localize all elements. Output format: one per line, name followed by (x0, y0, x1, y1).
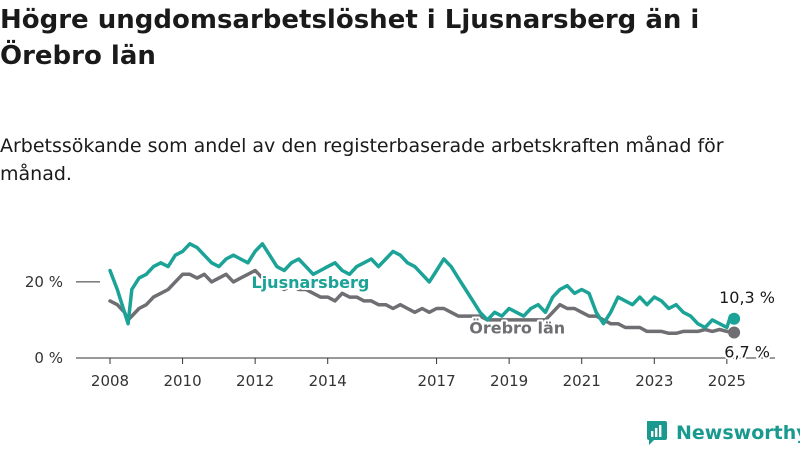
x-tick-label: 2021 (563, 372, 601, 390)
x-tick-label: 2010 (163, 372, 201, 390)
series-line-orebro-lan (108, 268, 736, 336)
chart-title: Högre ungdomsarbetslöshet i Ljusnarsberg… (0, 5, 700, 71)
series-label-orebro-lan: Örebro län (469, 319, 565, 338)
axes: 0 % 20 % 2008 2010 2012 2014 2017 2019 2021 2023 2… (25, 273, 775, 390)
end-point-ljusnarsberg (728, 312, 741, 325)
y-tick-label: 20 % (25, 273, 63, 291)
end-value-ljusnarsberg: 10,3 % (719, 288, 775, 307)
x-tick-label: 2025 (708, 372, 746, 390)
series-lines (108, 242, 741, 339)
x-tick-label: 2008 (91, 372, 129, 390)
chart-labels: Ljusnarsberg Örebro län 10,3 % 6,7 % (250, 271, 777, 364)
brand-logo: Newsworthy (645, 418, 800, 448)
x-tick-label: 2017 (417, 372, 455, 390)
x-tick-label: 2023 (635, 372, 673, 390)
chart-subtitle: Arbetssökande som andel av den registerb… (0, 135, 724, 185)
x-tick-label: 2012 (236, 372, 274, 390)
series-line-ljusnarsberg (108, 242, 736, 330)
series-label-ljusnarsberg: Ljusnarsberg (252, 273, 370, 292)
x-tick-label: 2014 (309, 372, 347, 390)
end-value-orebro-lan: 6,7 % (724, 342, 770, 361)
brand-name: Newsworthy (676, 422, 800, 444)
end-point-orebro-lan (728, 326, 741, 339)
y-tick-label: 0 % (34, 349, 63, 367)
newsworthy-logo-icon (647, 421, 667, 445)
x-tick-label: 2019 (490, 372, 528, 390)
